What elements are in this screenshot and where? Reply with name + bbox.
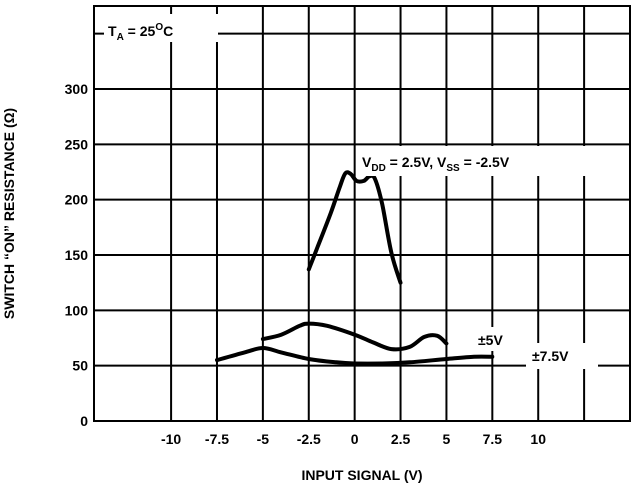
x-tick-label: -7.5 xyxy=(205,431,229,447)
series-line-0 xyxy=(306,170,403,285)
x-tick-label: 2.5 xyxy=(391,431,411,447)
x-tick-label: -2.5 xyxy=(297,431,321,447)
y-tick-label: 0 xyxy=(80,413,88,429)
grid xyxy=(94,6,630,421)
tick-labels: -10 -7.5 -5 -2.5 0 2.5 5 7.5 1005010015020025030… xyxy=(65,81,547,447)
condition-label: TA = 25OC xyxy=(108,22,173,43)
x-tick-label: -5 xyxy=(257,431,270,447)
x-tick-label: 7.5 xyxy=(483,431,503,447)
y-tick-label: 200 xyxy=(65,192,89,208)
x-axis-title: INPUT SIGNAL (V) xyxy=(301,467,422,483)
series-label-0: VDD = 2.5V, VSS = -2.5V xyxy=(362,154,510,174)
series-label-bg-0 xyxy=(356,146,592,176)
series-label-bg-2 xyxy=(526,343,598,369)
x-tick-label: 5 xyxy=(443,431,451,447)
series-label-1: ±5V xyxy=(478,332,503,348)
x-tick-label: 0 xyxy=(351,431,359,447)
series-label-2: ±7.5V xyxy=(532,348,569,364)
curves xyxy=(215,170,495,366)
y-tick-label: 150 xyxy=(65,247,89,263)
y-axis-title: SWITCH “ON” RESISTANCE (Ω) xyxy=(1,108,17,319)
y-tick-label: 50 xyxy=(72,358,88,374)
series-label-bg-1 xyxy=(472,327,526,351)
x-tick-label: 10 xyxy=(530,431,546,447)
series-line-2 xyxy=(215,346,495,366)
series-line-1 xyxy=(260,321,449,352)
x-tick-label: -10 xyxy=(161,431,181,447)
condition-label-bg xyxy=(104,14,218,42)
y-tick-label: 250 xyxy=(65,136,89,152)
annotations: TA = 25OC VDD = 2.5V, VSS = -2.5V ±5V ±7.5V xyxy=(104,14,598,369)
y-tick-label: 100 xyxy=(65,302,89,318)
y-tick-label: 300 xyxy=(65,81,89,97)
